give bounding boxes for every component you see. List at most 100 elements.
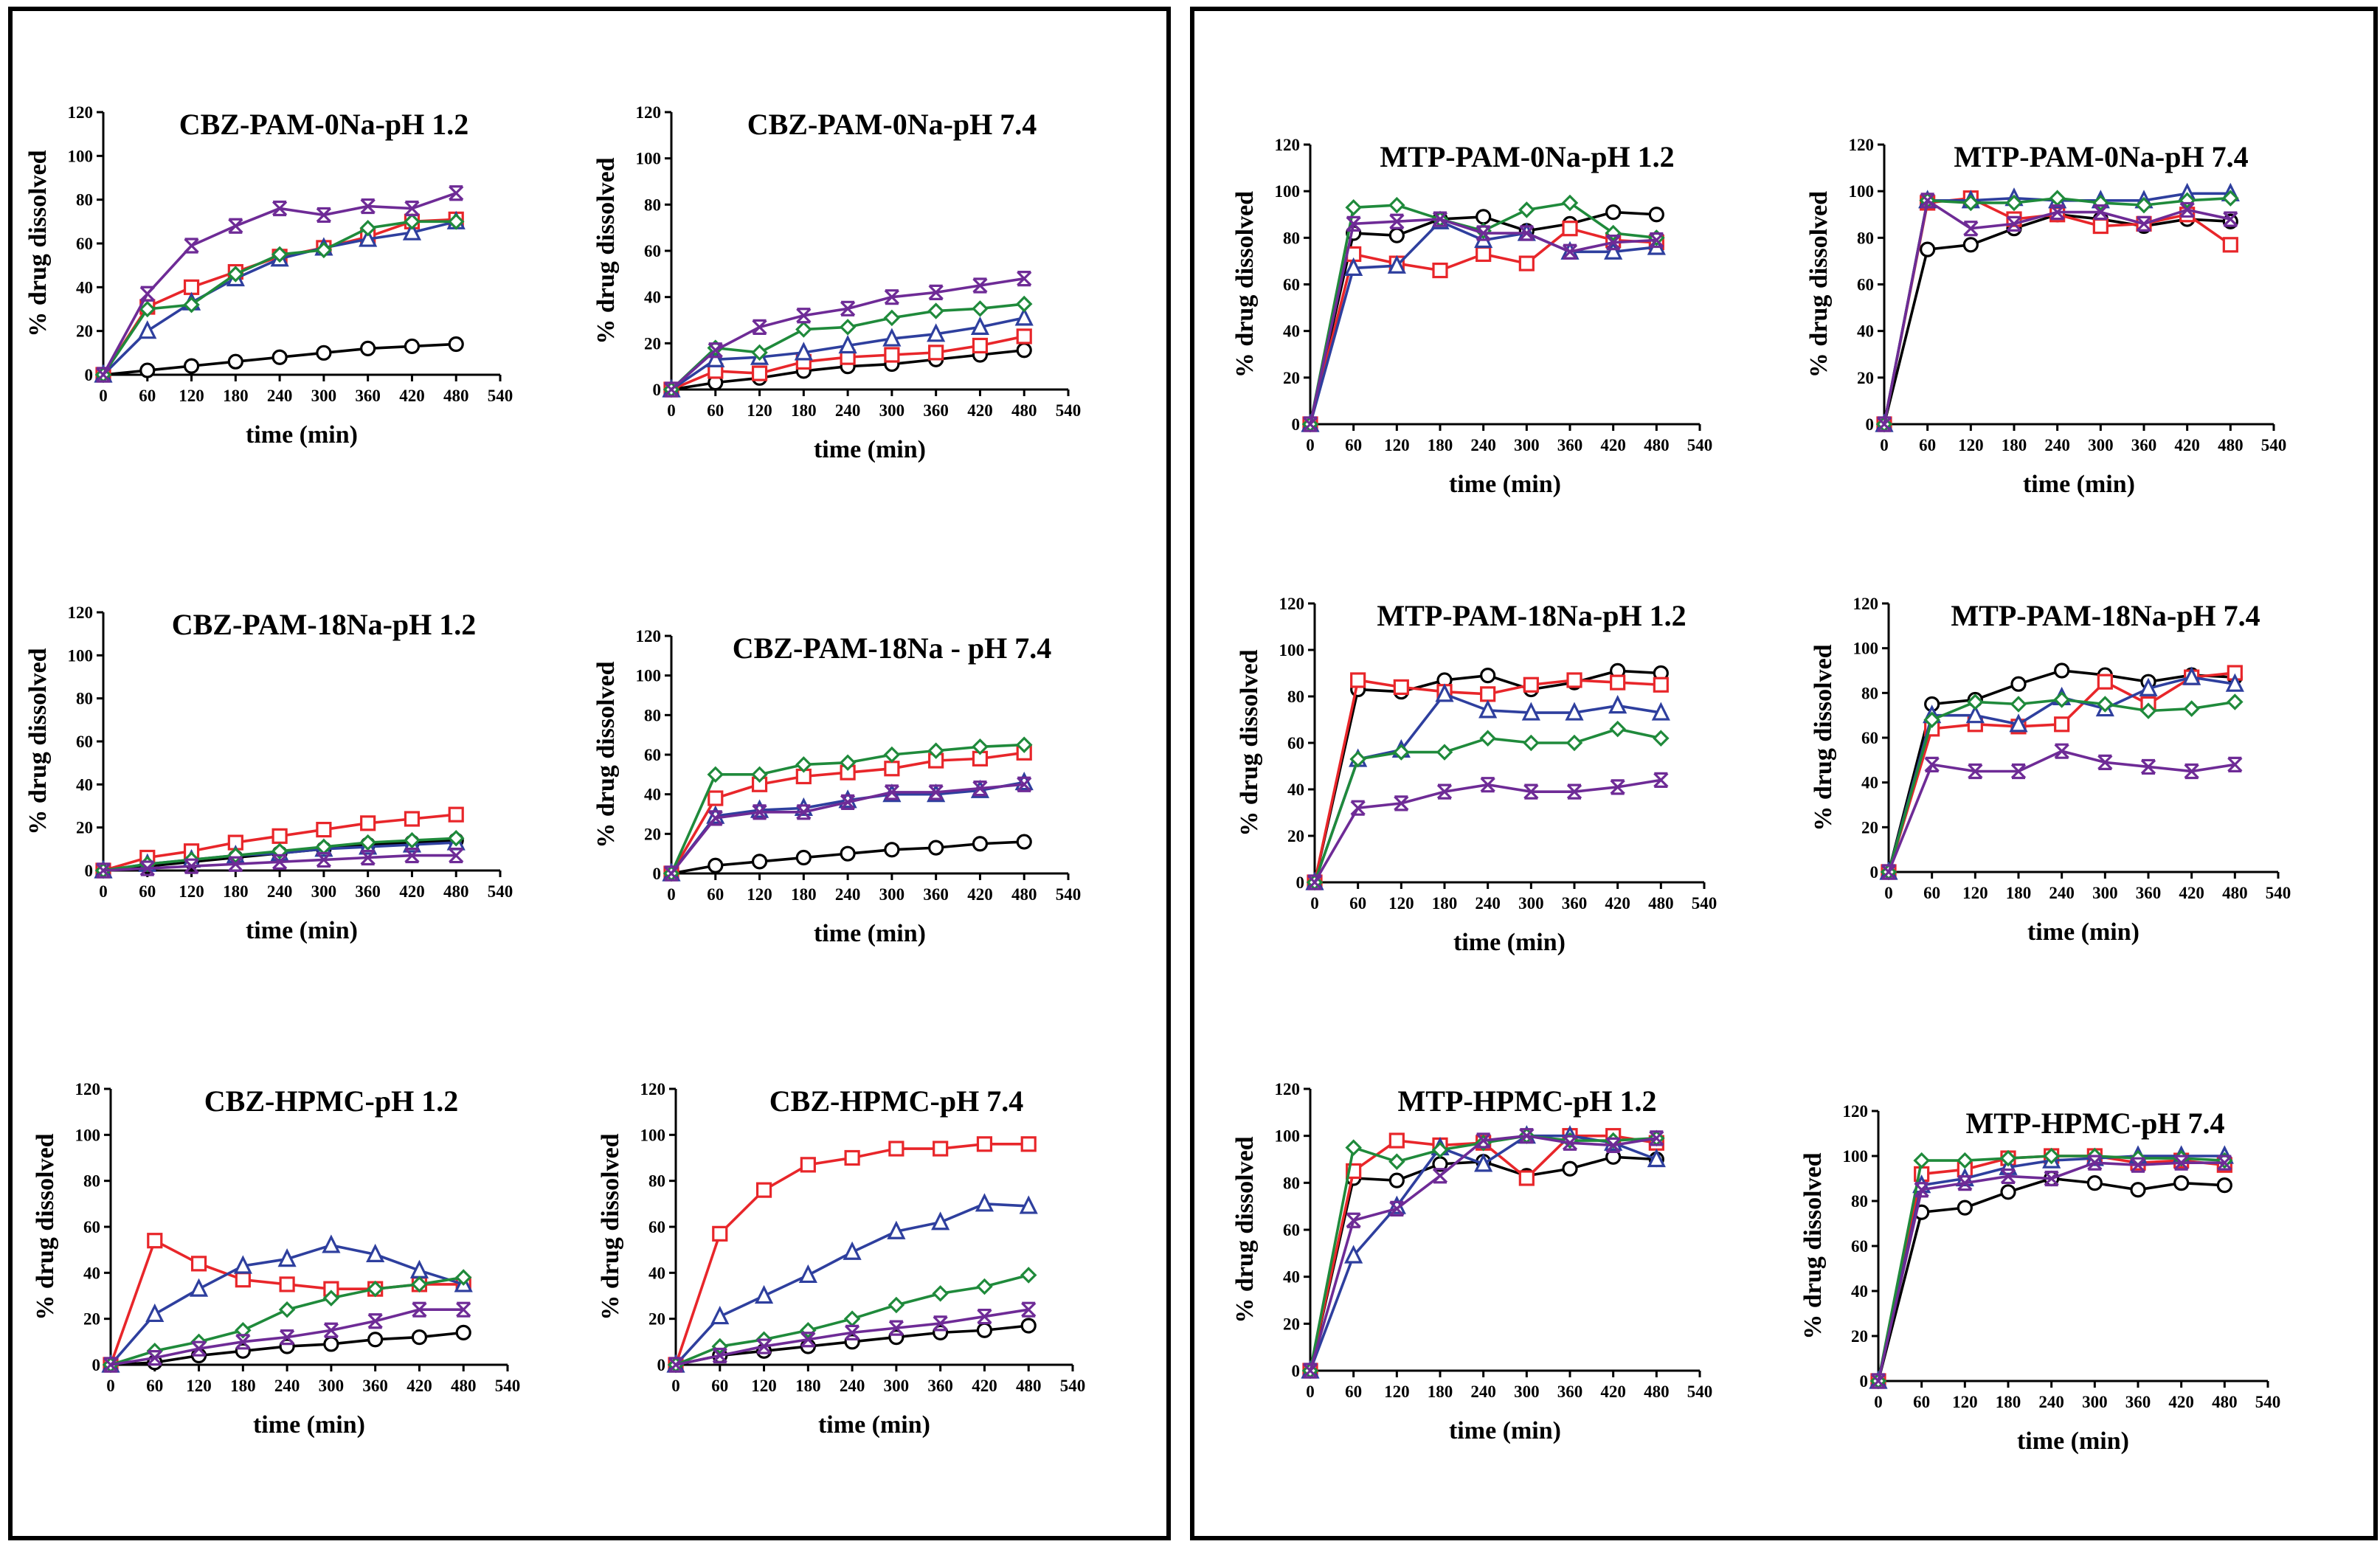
data-point-black — [1388, 1172, 1405, 1188]
series-red — [668, 1136, 1037, 1373]
chart-title: MTP-PAM-18Na-pH 7.4 — [1951, 599, 2260, 632]
data-point-green — [1653, 730, 1670, 747]
x-tick-label: 180 — [791, 401, 817, 420]
data-point-purple — [2136, 215, 2152, 232]
data-point-purple — [708, 810, 723, 826]
y-tick-label: 60 — [1283, 1221, 1300, 1239]
y-tick-label: 0 — [85, 366, 94, 384]
y-tick-label: 100 — [1853, 640, 1879, 658]
data-point-black — [2173, 1174, 2190, 1191]
x-tick-label: 420 — [1600, 436, 1626, 454]
data-point-green — [1345, 1139, 1362, 1156]
x-tick-label: 60 — [1345, 1382, 1362, 1401]
data-point-blue — [882, 328, 902, 347]
series-purple — [103, 1301, 471, 1373]
y-tick-label: 60 — [648, 1218, 665, 1236]
data-point-black — [928, 840, 944, 856]
data-point-black — [972, 836, 989, 852]
data-point-purple — [323, 1322, 339, 1338]
series-green — [1306, 720, 1670, 891]
data-point-blue — [887, 1220, 906, 1239]
x-tick-label: 60 — [1919, 436, 1936, 454]
x-tick-label: 360 — [2136, 884, 2162, 902]
data-point-black — [316, 345, 332, 361]
series-line-green — [1877, 1155, 2225, 1382]
y-tick-label: 120 — [640, 1080, 666, 1098]
x-tick-label: 480 — [1016, 1377, 1042, 1395]
data-point-green — [367, 1280, 384, 1298]
x-tick-label: 360 — [355, 387, 381, 405]
data-point-green — [883, 746, 901, 764]
y-tick-label: 0 — [92, 1356, 101, 1374]
data-point-blue — [145, 1303, 165, 1323]
x-tick-label: 540 — [1056, 401, 1082, 420]
data-point-purple — [316, 207, 332, 224]
y-tick-label: 0 — [85, 862, 94, 880]
y-tick-label: 60 — [1861, 729, 1878, 747]
data-point-purple — [271, 200, 288, 217]
data-point-green — [1015, 295, 1033, 313]
data-point-purple — [1394, 795, 1409, 811]
y-tick-label: 20 — [1861, 818, 1878, 837]
x-tick-label: 540 — [1687, 436, 1713, 454]
data-point-blue — [138, 320, 157, 339]
y-tick-label: 40 — [644, 786, 661, 804]
chart-title: MTP-PAM-0Na-pH 1.2 — [1380, 140, 1674, 173]
data-point-purple — [1649, 1130, 1664, 1146]
x-tick-label: 120 — [186, 1377, 212, 1395]
data-point-purple — [840, 300, 856, 316]
y-tick-label: 100 — [1279, 641, 1305, 660]
y-tick-label: 100 — [75, 1126, 101, 1144]
y-tick-label: 60 — [1851, 1237, 1868, 1256]
data-point-red — [1432, 262, 1448, 279]
data-point-purple — [2184, 763, 2199, 780]
data-point-blue — [1344, 1245, 1363, 1264]
series-purple — [663, 776, 1032, 882]
y-tick-label: 60 — [644, 746, 661, 764]
data-point-purple — [1389, 213, 1405, 229]
y-tick-label: 0 — [1860, 1372, 1869, 1391]
series-line-green — [1883, 196, 2231, 425]
x-tick-label: 360 — [2131, 436, 2157, 454]
y-tick-label: 60 — [1283, 276, 1300, 294]
x-tick-label: 0 — [1310, 894, 1319, 913]
series-red — [1876, 190, 2238, 432]
data-point-red — [1523, 676, 1539, 693]
y-tick-label: 100 — [640, 1126, 666, 1144]
data-point-black — [1480, 668, 1496, 684]
chart-6: 0 60 120 180 240 300 360 420 480 540 0 20 40 60 80 100 1… — [597, 1080, 1085, 1439]
data-point-black — [1016, 834, 1032, 850]
data-point-black — [448, 336, 464, 353]
x-tick-label: 120 — [747, 401, 772, 420]
x-tick-label: 0 — [667, 885, 676, 904]
data-point-purple — [2044, 1170, 2059, 1187]
data-point-purple — [1480, 777, 1495, 793]
x-axis-label: time (min) — [1453, 929, 1566, 956]
data-point-green — [2097, 696, 2114, 713]
series-green — [1875, 190, 2239, 433]
data-point-blue — [710, 1305, 730, 1325]
x-axis-label: time (min) — [246, 917, 358, 944]
x-tick-label: 480 — [1644, 1382, 1670, 1401]
x-tick-label: 360 — [2125, 1393, 2151, 1411]
series-purple — [1307, 772, 1669, 890]
data-point-green — [972, 738, 989, 755]
y-tick-label: 20 — [1283, 1315, 1300, 1333]
y-tick-label: 120 — [68, 103, 94, 122]
data-point-blue — [1521, 702, 1540, 721]
data-point-purple — [1562, 1135, 1578, 1151]
data-point-green — [927, 302, 944, 319]
data-point-purple — [184, 858, 199, 874]
data-point-green — [883, 309, 901, 327]
data-point-red — [844, 1149, 860, 1166]
x-axis-label: time (min) — [1449, 1417, 1561, 1444]
data-point-purple — [1519, 1128, 1535, 1144]
data-point-blue — [970, 316, 990, 335]
series-line-purple — [1877, 1161, 2225, 1382]
chart-5: 0 60 120 180 240 300 360 420 480 540 0 20 40 60 80 100 1… — [32, 1080, 520, 1439]
data-point-purple — [360, 198, 376, 215]
y-axis-label: % drug dissolved — [1799, 1152, 1827, 1339]
series-line-red — [1883, 196, 2232, 425]
data-point-blue — [1478, 699, 1498, 719]
y-tick-label: 120 — [636, 627, 662, 646]
